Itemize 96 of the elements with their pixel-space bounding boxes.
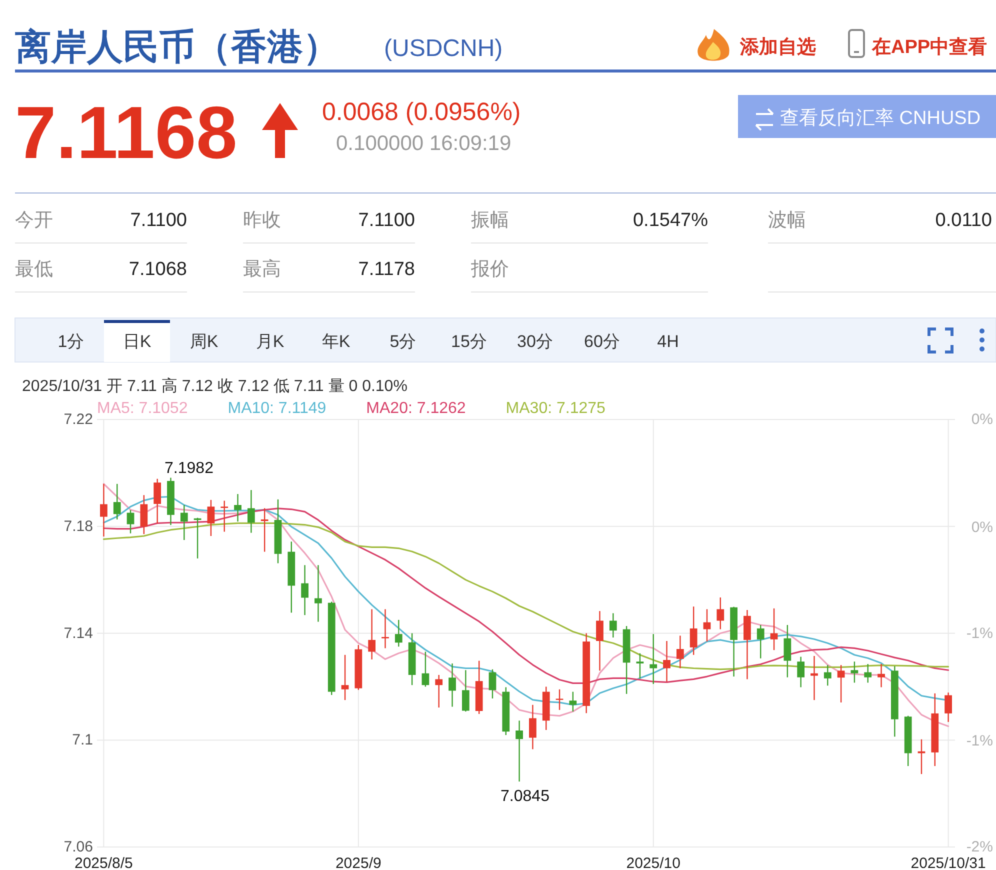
candlestick — [341, 654, 349, 701]
candlestick — [140, 494, 148, 535]
text: 今开 — [15, 210, 53, 231]
candlestick — [797, 656, 805, 688]
candlestick — [690, 606, 698, 656]
candlestick — [878, 663, 885, 688]
y2-tick-label: 0% — [971, 518, 993, 536]
candlestick — [462, 670, 470, 712]
text: MA10: 7.1149 — [228, 400, 326, 417]
candlestick — [126, 509, 134, 534]
candlestick — [368, 608, 376, 660]
text: 昨收 — [243, 210, 281, 231]
candlestick — [756, 624, 764, 659]
text: MA5: 7.1052 — [97, 400, 188, 417]
candlestick — [569, 691, 577, 712]
text: 0.0068 (0.0956%) — [322, 98, 521, 126]
annotation: 7.1982 — [164, 460, 214, 477]
candlestick — [154, 478, 162, 524]
text: MA20: 7.1262 — [366, 400, 466, 417]
candlestick — [650, 633, 658, 685]
text: 在APP中查看 — [871, 36, 988, 58]
y2-tick-label: 0% — [971, 411, 993, 428]
x-tick-label: 2025/8/5 — [74, 855, 133, 870]
text: 15分 — [451, 332, 487, 351]
text: 月K — [256, 332, 285, 351]
candlestick — [247, 489, 255, 534]
text: 查看反向汇率 CNHUSD — [780, 107, 981, 129]
candlestick — [220, 500, 228, 532]
text: 1分 — [58, 332, 84, 351]
candlestick — [207, 499, 215, 537]
text: 波幅 — [768, 210, 806, 231]
candlestick — [850, 660, 858, 684]
candlestick — [382, 608, 389, 649]
y-tick-label: 7.22 — [64, 411, 93, 428]
candlestick — [314, 564, 322, 622]
text: 7.1100 — [130, 210, 187, 231]
y-tick-label: 7.1 — [72, 732, 93, 749]
text: 2025/10/31 开 7.11 高 7.12 收 7.12 低 7.11 量 0 0.10% — [22, 377, 408, 395]
text: 0.0110 — [935, 210, 992, 231]
text: 7.1168 — [15, 91, 238, 174]
candlestick — [663, 640, 670, 682]
text: 5分 — [390, 332, 416, 351]
candlestick — [260, 508, 268, 552]
candlestick — [394, 619, 402, 648]
text: 振幅 — [471, 210, 509, 231]
text: 4H — [657, 332, 679, 351]
y-tick-label: 7.14 — [64, 624, 93, 642]
text: 添加自选 — [739, 36, 816, 58]
chart-title: 离岸人民币（香港） — [15, 26, 339, 67]
x-tick-label: 2025/10/31 — [910, 855, 986, 870]
text: 日K — [122, 332, 152, 351]
candlestick — [837, 664, 845, 704]
candlestick — [770, 608, 778, 651]
text: 最低 — [15, 259, 53, 280]
y2-tick-label: -1% — [966, 732, 993, 750]
candlestick — [422, 651, 430, 688]
text: 7.1178 — [358, 259, 415, 280]
candlestick — [609, 612, 617, 638]
text: 年K — [322, 332, 351, 351]
chart-subtitle: (USDCNH) — [384, 35, 503, 62]
x-tick-label: 2025/9 — [335, 855, 382, 870]
text: 0.1547% — [632, 210, 708, 231]
candlestick — [784, 624, 792, 678]
candlestick — [944, 692, 952, 723]
candlestick — [636, 652, 644, 680]
y2-tick-label: -1% — [966, 624, 993, 642]
candlestick — [824, 664, 832, 686]
x-tick-label: 2025/10 — [626, 855, 680, 870]
y-tick-label: 7.06 — [64, 838, 93, 856]
candlestick — [529, 704, 536, 750]
candlestick — [448, 662, 456, 708]
candlestick — [113, 483, 121, 520]
candlestick — [301, 564, 308, 616]
candlestick — [676, 635, 684, 669]
candlestick — [234, 493, 242, 522]
candlestick — [556, 688, 564, 711]
y-tick-label: 7.18 — [64, 518, 93, 535]
text: MA30: 7.1275 — [506, 400, 606, 417]
candlestick — [864, 663, 872, 684]
candlestick — [596, 610, 604, 672]
text: 30分 — [517, 332, 553, 351]
text: 周K — [190, 332, 219, 351]
candlestick — [180, 504, 188, 541]
text: 60分 — [584, 332, 620, 351]
text: 7.1068 — [128, 259, 187, 280]
text: 7.1100 — [358, 210, 415, 231]
candlestick — [516, 720, 523, 782]
candlestick — [100, 483, 108, 538]
text: 0.100000 16:09:19 — [336, 132, 512, 155]
text: 报价 — [470, 259, 509, 280]
y2-tick-label: -2% — [966, 838, 993, 856]
candlestick — [435, 674, 443, 708]
text: 最高 — [243, 258, 281, 280]
candlestick — [716, 596, 724, 630]
candlestick — [488, 668, 496, 700]
annotation: 7.0845 — [500, 788, 550, 805]
